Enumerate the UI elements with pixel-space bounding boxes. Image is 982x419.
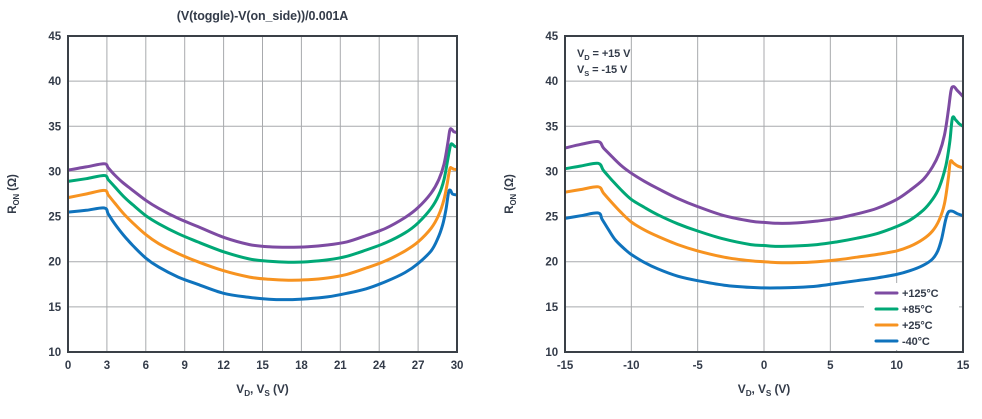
- x-tick-label-27: 27: [412, 360, 425, 372]
- chart-right: -15 -10 -5 0 5 10 15 10 15 20 25 30 35 40 45 VD, VS (V)…: [504, 31, 970, 398]
- series-line-25-c-right: [564, 159, 964, 265]
- x-tick-label-15: 15: [957, 360, 970, 372]
- y-axis-label-left: RON (Ω): [7, 174, 21, 214]
- series-line-85-c-right: [564, 115, 964, 248]
- y-tick-label-45: 45: [545, 31, 558, 43]
- legend-label-25-c: +25°C: [902, 320, 933, 332]
- y-tick-label-25: 25: [545, 212, 558, 224]
- y-tick-label-40: 40: [48, 76, 61, 88]
- legend-label-125-c: +125°C: [902, 288, 939, 300]
- chart-left: 0 3 6 9 12 15 18 21 24 27 30 10 15 20 25 30 35 40 45 VD, VS…: [7, 9, 463, 398]
- x-tick-label-30: 30: [451, 360, 464, 372]
- plot-frame-right: [564, 35, 964, 353]
- annotation-line-1: VD = +15 V: [577, 48, 631, 62]
- x-tick-label--5: -5: [693, 360, 704, 372]
- x-axis-label-right: VD, VS (V): [738, 382, 791, 398]
- x-tick-label-15: 15: [256, 360, 269, 372]
- series-line-125-c-left: [67, 127, 458, 249]
- y-tick-label-15: 15: [545, 302, 558, 314]
- series-line-85-c-left: [67, 142, 458, 264]
- y-tick-label-35: 35: [545, 121, 558, 133]
- x-tick-label--15: -15: [557, 360, 574, 372]
- y-tick-label-20: 20: [48, 257, 61, 269]
- annotation-line-2: VS = -15 V: [577, 64, 628, 78]
- legend-label-85-c: +85°C: [902, 304, 933, 316]
- x-tick-label-18: 18: [295, 360, 308, 372]
- y-tick-label-45: 45: [48, 31, 61, 43]
- x-tick-label-12: 12: [217, 360, 230, 372]
- x-tick-label-5: 5: [827, 360, 834, 372]
- x-tick-label-6: 6: [143, 360, 149, 372]
- y-tick-label-35: 35: [48, 121, 61, 133]
- y-tick-label-10: 10: [48, 347, 61, 359]
- series-line-25-c-left: [67, 165, 458, 282]
- series-line-125-c-right: [564, 85, 964, 225]
- x-tick-label-10: 10: [890, 360, 903, 372]
- series-group-right: [564, 85, 964, 290]
- y-axis-label-right: RON (Ω): [504, 174, 518, 214]
- y-tick-label-40: 40: [545, 76, 558, 88]
- y-tick-label-15: 15: [48, 302, 61, 314]
- chart-title: (V(toggle)-V(on_side))/0.001A: [177, 9, 348, 23]
- series-group-left: [67, 127, 458, 302]
- legend-label-40-c: -40°C: [902, 336, 930, 348]
- plot-frame-left: [67, 35, 458, 353]
- x-axis-label-left: VD, VS (V): [236, 382, 289, 398]
- y-tick-label-25: 25: [48, 212, 61, 224]
- y-tick-label-30: 30: [48, 166, 61, 178]
- legend: +125°C +85°C +25°C -40°C: [864, 283, 959, 350]
- y-tick-label-30: 30: [545, 166, 558, 178]
- x-tick-label-3: 3: [104, 360, 110, 372]
- x-tick-label-24: 24: [373, 360, 386, 372]
- x-tick-label-21: 21: [334, 360, 347, 372]
- series-line-40-c-right: [564, 209, 964, 290]
- x-tick-label-0: 0: [65, 360, 71, 372]
- x-tick-label-0: 0: [761, 360, 767, 372]
- y-tick-label-20: 20: [545, 257, 558, 269]
- series-line-40-c-left: [67, 188, 458, 302]
- x-tick-label-9: 9: [182, 360, 188, 372]
- gridlines-left: [68, 36, 457, 352]
- y-tick-label-10: 10: [545, 347, 558, 359]
- x-tick-label--10: -10: [623, 360, 639, 372]
